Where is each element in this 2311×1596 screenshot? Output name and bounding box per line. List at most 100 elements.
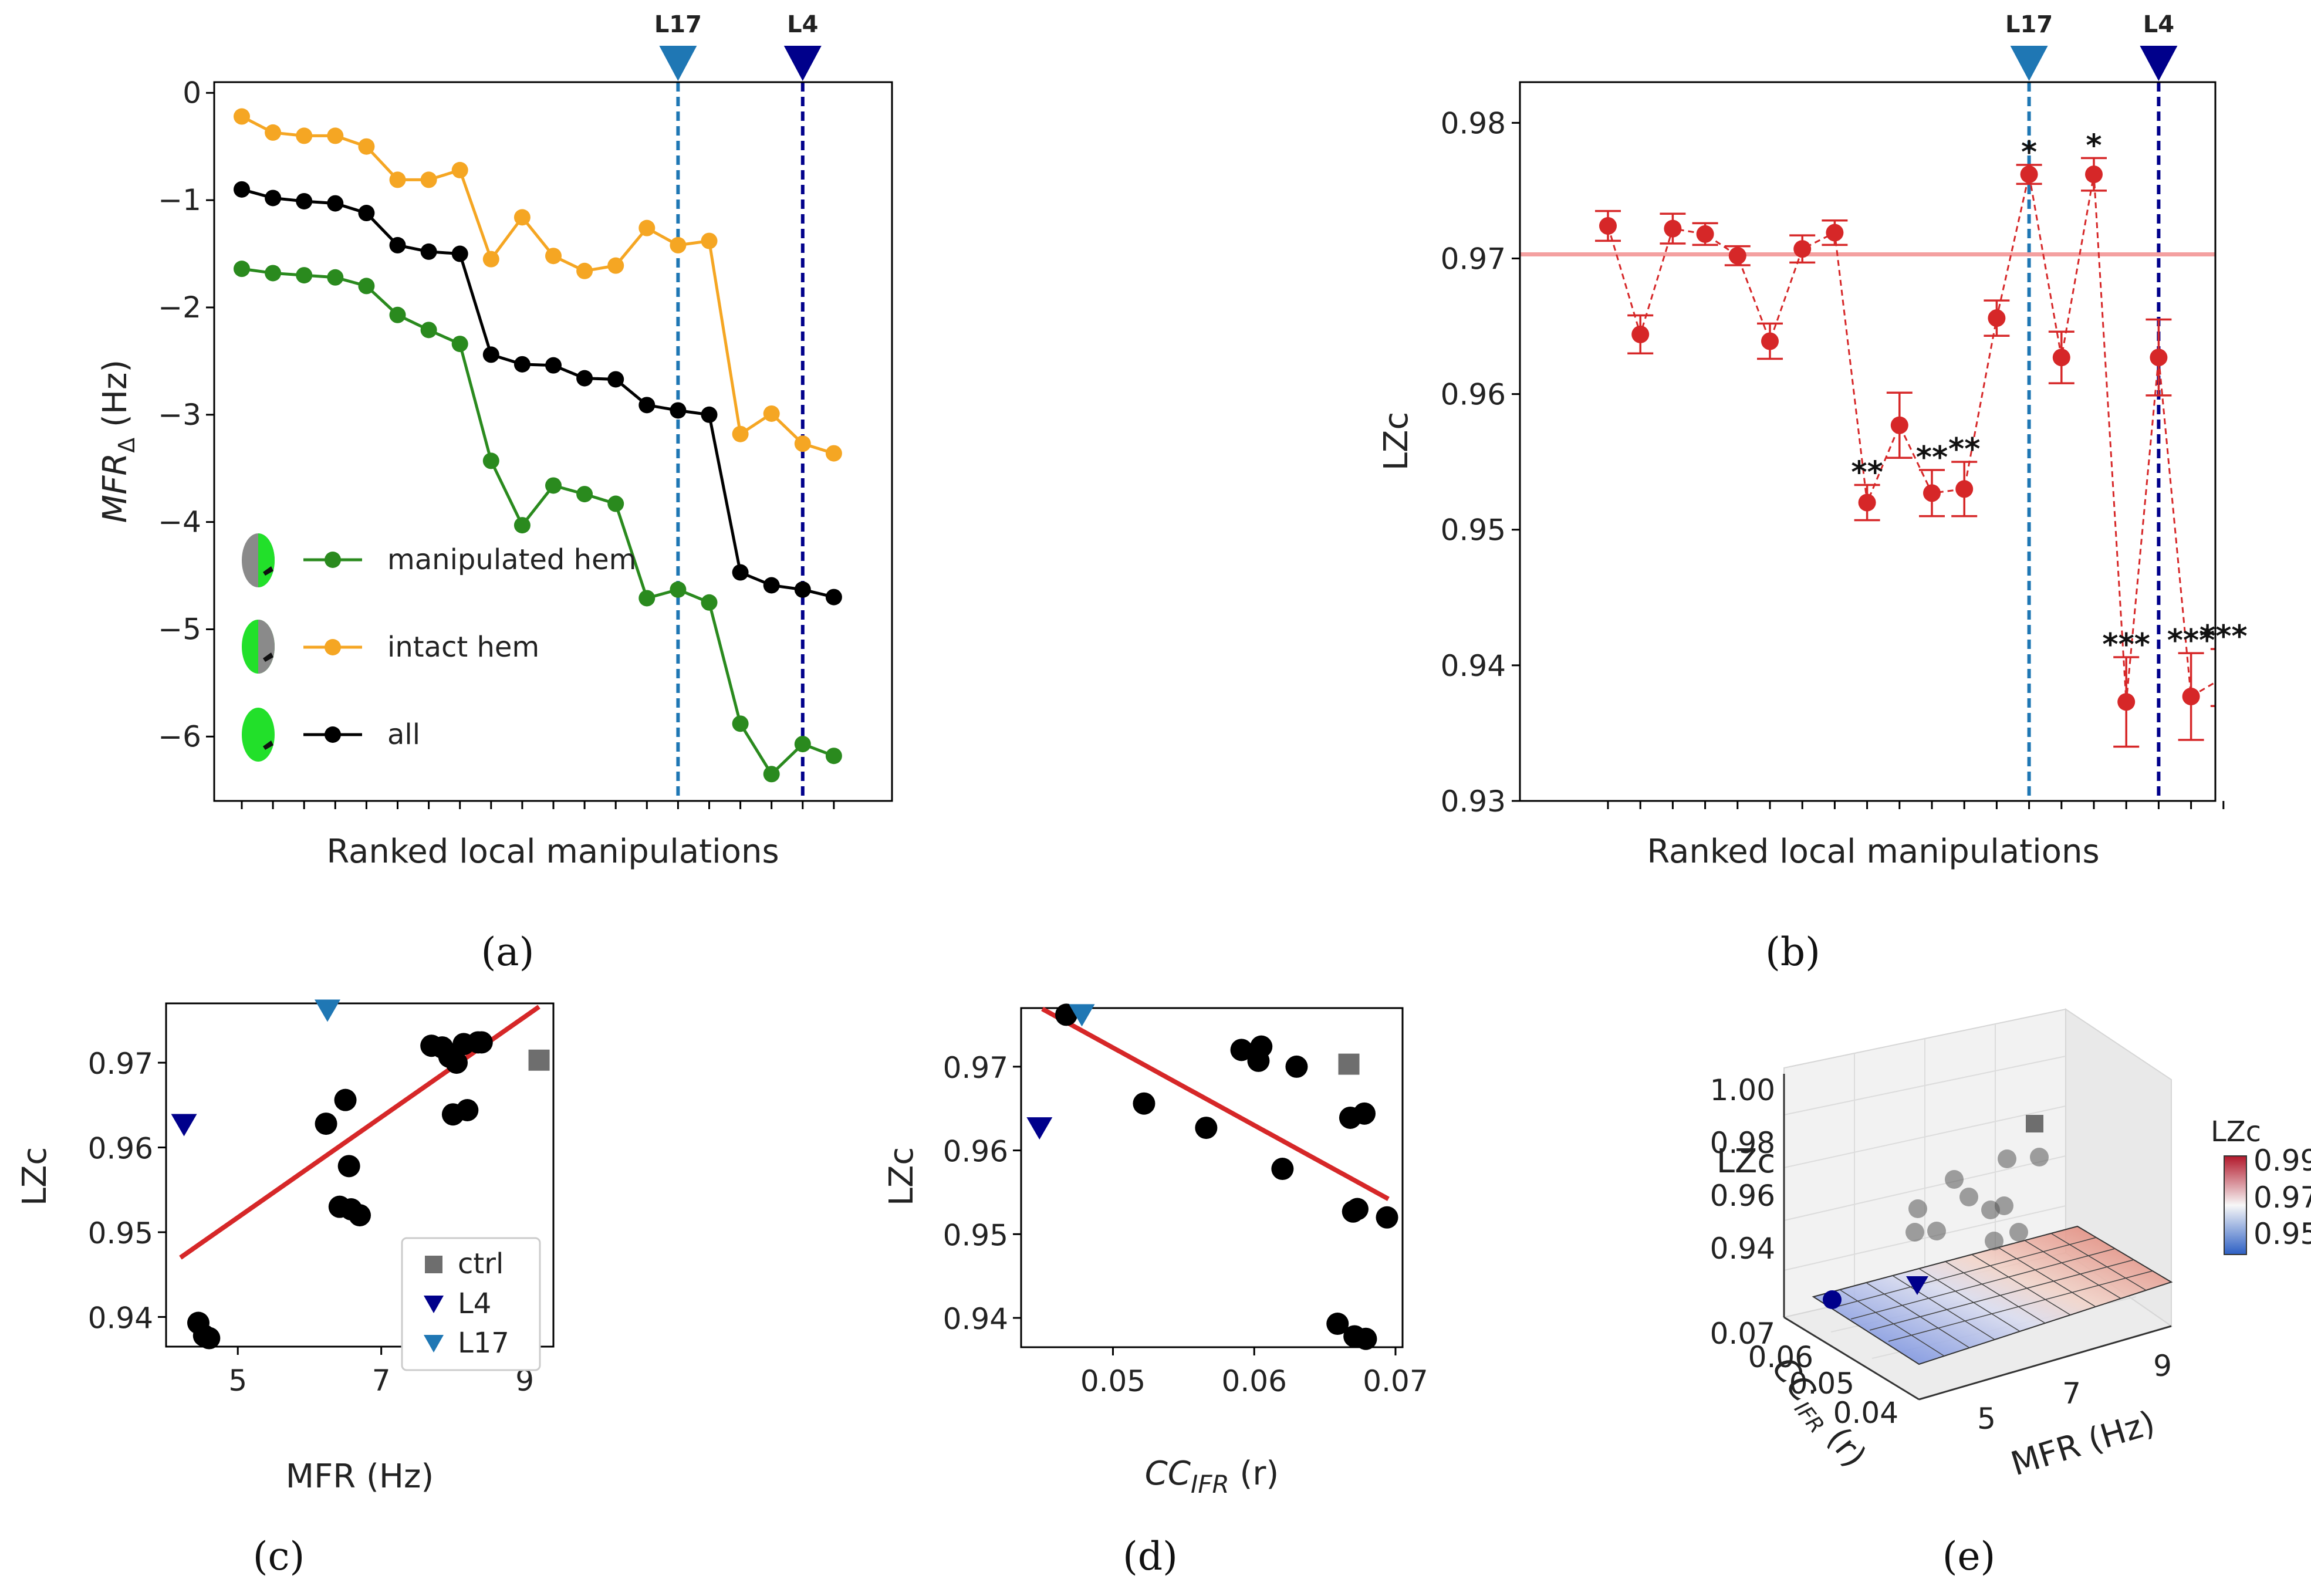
a-point-0-1 — [265, 265, 282, 282]
b-point-1 — [1631, 325, 1650, 343]
a-point-1-13 — [638, 219, 656, 236]
a-point-1-15 — [701, 232, 718, 249]
legend-l17-triangle — [424, 1335, 444, 1352]
c-l4-marker — [171, 1114, 197, 1137]
d-ytick-label: 0.97 — [943, 1051, 1008, 1085]
a-point-2-8 — [482, 346, 499, 363]
panel-b-chart: L17 L4 ** ** *** **** ****** 0.930.940.950.96… — [1377, 11, 2248, 975]
a-point-0-11 — [576, 486, 593, 503]
d-point-12 — [1346, 1198, 1369, 1220]
panel-b-xlabel: Ranked local manipulations — [1647, 833, 2099, 871]
b-point-0 — [1599, 217, 1617, 235]
b-point-18 — [2182, 688, 2200, 706]
a-point-0-18 — [794, 736, 811, 753]
a-point-1-3 — [327, 127, 344, 144]
panel-a-axes-frame — [213, 81, 893, 802]
brain-icon-manipulated — [242, 533, 275, 587]
a-ytick-label: 0 — [183, 76, 201, 110]
c-point-15 — [456, 1099, 479, 1121]
e-ytick-2: 0.05 — [1789, 1367, 1854, 1401]
a-point-2-17 — [763, 577, 780, 594]
c-xtick-label: 5 — [228, 1364, 247, 1398]
c-point-8 — [349, 1204, 371, 1227]
panel-e-chart: 1.00 0.98 0.96 0.94 0.07 0.06 0.05 0.04 … — [1710, 1008, 2311, 1579]
a-point-0-19 — [825, 748, 842, 765]
b-point-11 — [1955, 480, 1974, 498]
b-point-4 — [1728, 246, 1746, 265]
d-xtick-label: 0.07 — [1363, 1364, 1428, 1398]
a-point-1-18 — [794, 435, 811, 452]
a-point-2-14 — [670, 402, 687, 419]
e-xtick-0: 5 — [1977, 1402, 1996, 1436]
c-ctrl-marker — [528, 1049, 550, 1071]
a-series-line-1 — [241, 115, 834, 455]
panel-e-l4-marker — [1906, 1276, 1928, 1295]
panel-b-caption: (b) — [1765, 929, 1820, 975]
a-point-0-0 — [234, 261, 250, 278]
c-ytick-label: 0.94 — [88, 1301, 153, 1335]
a-point-2-18 — [794, 581, 811, 598]
legend-l4-triangle — [424, 1296, 444, 1313]
a-series-line-0 — [241, 267, 834, 777]
a-point-2-11 — [576, 370, 593, 387]
b-point-13 — [2020, 165, 2038, 184]
b-point-10 — [1923, 484, 1941, 502]
b-ytick-label: 0.94 — [1441, 649, 1506, 683]
a-point-2-4 — [358, 205, 375, 222]
a-point-1-10 — [545, 248, 562, 265]
c-point-3 — [315, 1113, 337, 1135]
legend-marker-all — [325, 726, 341, 743]
legend-label-all: all — [387, 718, 420, 751]
c-point-17 — [470, 1031, 493, 1054]
e-ztick-1: 0.98 — [1710, 1126, 1775, 1160]
legend-label-ctrl: ctrl — [458, 1247, 504, 1280]
panel-e-l4-dot — [1823, 1290, 1842, 1309]
d-point-8 — [1326, 1313, 1349, 1335]
a-point-0-15 — [701, 594, 718, 611]
panel-b-ylabel: LZc — [1377, 412, 1415, 471]
a-point-1-2 — [296, 127, 313, 144]
a-point-1-7 — [451, 161, 468, 178]
b-point-12 — [1988, 309, 2006, 327]
a-point-1-14 — [670, 236, 687, 253]
b-point-16 — [2117, 693, 2136, 711]
legend-marker-intact — [325, 639, 341, 655]
b-point-19 — [2214, 674, 2215, 681]
panel-a-ylabel: MFRΔ (Hz) — [96, 360, 140, 523]
b-point-14 — [2052, 349, 2070, 367]
a-point-2-6 — [420, 243, 437, 260]
d-point-1 — [1133, 1092, 1156, 1115]
a-point-2-5 — [389, 236, 406, 253]
b-marker-triangle-l4 — [2140, 46, 2178, 81]
brain-icon-intact — [242, 620, 275, 674]
b-marker-label-l4: L4 — [2143, 11, 2174, 38]
legend-label-l4: L4 — [458, 1287, 491, 1320]
b-point-2 — [1664, 219, 1682, 238]
a-marker-label-l17: L17 — [654, 11, 702, 38]
b-point-5 — [1761, 332, 1779, 350]
a-point-2-2 — [296, 192, 313, 209]
a-point-0-12 — [607, 495, 624, 512]
d-point-14 — [1354, 1327, 1377, 1350]
e-ztick-0: 1.00 — [1710, 1073, 1775, 1107]
a-point-0-3 — [327, 269, 344, 286]
d-xtick-label: 0.06 — [1222, 1364, 1287, 1398]
a-point-1-8 — [482, 251, 499, 268]
e-xtick-1: 7 — [2062, 1377, 2081, 1411]
colorbar-tick-2: 0.95 — [2253, 1217, 2311, 1251]
b-significance-19: *** — [2199, 619, 2248, 654]
a-point-2-13 — [638, 397, 656, 414]
b-significance-15: * — [2086, 128, 2101, 163]
panel-d-axes-frame — [1020, 1007, 1404, 1348]
c-point-6 — [337, 1155, 360, 1178]
a-point-0-13 — [638, 590, 656, 607]
d-xtick-label: 0.05 — [1080, 1364, 1146, 1398]
d-l17-marker — [1069, 1004, 1095, 1027]
a-ytick-label: −4 — [158, 505, 201, 539]
panel-c-axes-frame — [165, 1002, 555, 1348]
colorbar-title: LZc — [2211, 1115, 2261, 1148]
d-ytick-label: 0.95 — [943, 1218, 1008, 1252]
panel-d-ylabel: LZc — [883, 1147, 921, 1206]
colorbar-tick-0: 0.99 — [2253, 1144, 2311, 1178]
c-point-5 — [334, 1088, 357, 1111]
